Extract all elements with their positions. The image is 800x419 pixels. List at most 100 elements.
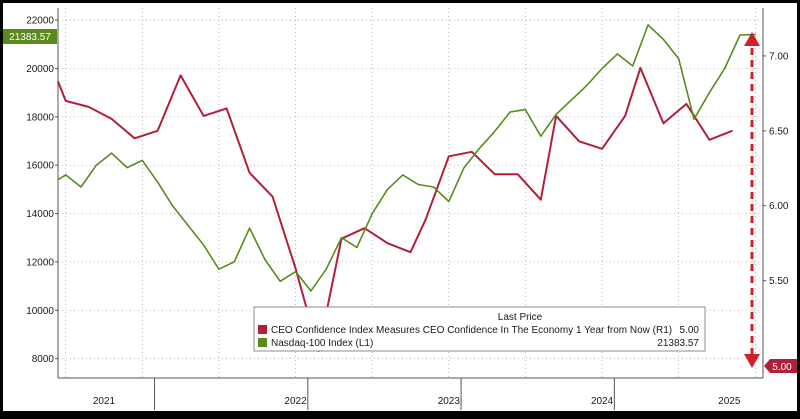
- data-point-ceo: [203, 115, 205, 117]
- data-point-nasdaq: [264, 258, 266, 261]
- legend-label-nasdaq: Nasdaq-100 Index (L1): [271, 338, 373, 349]
- data-point-ceo: [65, 100, 67, 102]
- data-point-nasdaq: [540, 135, 542, 137]
- data-point-nasdaq: [555, 113, 557, 115]
- data-point-ceo: [448, 155, 450, 157]
- legend-value-ceo: 5.00: [680, 325, 700, 336]
- data-point-nasdaq: [80, 186, 82, 188]
- left-tick-label: 22000: [26, 16, 54, 27]
- data-point-ceo: [88, 106, 90, 108]
- data-point-nasdaq: [279, 280, 281, 282]
- series-line-ceo: [57, 66, 733, 352]
- data-point-nasdaq: [524, 109, 527, 111]
- data-point-nasdaq: [693, 118, 695, 120]
- right-axis-ticks: 7.00 6.50 6.00 5.50: [763, 51, 789, 287]
- data-point-nasdaq: [432, 186, 435, 188]
- data-point-ceo: [517, 173, 519, 175]
- data-point-nasdaq: [356, 246, 358, 248]
- data-point-ceo: [731, 130, 733, 132]
- left-tick-label: 12000: [26, 257, 54, 268]
- drop-arrow-annotation: [744, 32, 760, 368]
- data-point-nasdaq: [402, 174, 404, 176]
- data-point-ceo: [708, 139, 711, 141]
- data-point-nasdaq: [647, 24, 649, 26]
- x-tick-label: 2025: [718, 396, 741, 407]
- left-tick-label: 10000: [26, 306, 54, 317]
- data-point-ceo: [180, 74, 182, 76]
- legend-swatch-ceo: [258, 325, 267, 334]
- data-point-ceo: [386, 242, 389, 244]
- right-tick-label: 6.50: [769, 126, 789, 137]
- data-point-nasdaq: [478, 147, 481, 149]
- drop-arrow-head-up: [744, 32, 760, 46]
- x-tick-label: 2023: [438, 396, 461, 407]
- data-point-nasdaq: [310, 290, 312, 292]
- data-point-nasdaq: [111, 152, 113, 154]
- left-tick-label: 20000: [26, 64, 54, 75]
- data-point-nasdaq: [95, 164, 97, 166]
- left-axis-ticks: 22000 20000 18000 16000 14000 12000 10000 8000: [26, 16, 58, 365]
- series-layer: [57, 24, 756, 352]
- data-point-nasdaq: [708, 92, 711, 94]
- legend-box: [253, 306, 706, 352]
- data-point-nasdaq: [172, 205, 174, 207]
- data-point-nasdaq: [632, 65, 634, 67]
- nasdaq-current-marker: 21383.57: [3, 29, 57, 44]
- data-point-nasdaq: [218, 268, 220, 270]
- data-point-ceo: [409, 251, 412, 253]
- legend-value-nasdaq: 21383.57: [657, 338, 699, 349]
- data-point-nasdaq: [586, 84, 588, 86]
- ceo-current-marker: 5.00: [764, 359, 797, 373]
- data-point-ceo: [157, 130, 159, 132]
- x-axis: 2021 2022 2023 2024 2025: [93, 378, 741, 410]
- legend: Last Price CEO Confidence Index Measures…: [253, 306, 706, 352]
- left-tick-label: 18000: [26, 112, 54, 123]
- data-point-nasdaq: [616, 53, 619, 55]
- data-point-nasdaq: [724, 67, 726, 70]
- data-point-nasdaq: [601, 67, 603, 70]
- data-point-ceo: [295, 268, 297, 270]
- data-point-ceo: [249, 172, 251, 174]
- data-point-nasdaq: [371, 213, 373, 215]
- data-point-ceo: [425, 218, 427, 220]
- data-point-ceo: [134, 137, 136, 139]
- legend-header: Last Price: [498, 312, 543, 323]
- x-tick-label: 2021: [93, 396, 116, 407]
- legend-swatch-nasdaq: [258, 338, 267, 347]
- data-point-ceo: [578, 140, 580, 142]
- data-point-nasdaq: [494, 130, 496, 132]
- data-point-nasdaq: [662, 38, 665, 41]
- data-point-nasdaq: [754, 34, 756, 36]
- data-point-nasdaq: [678, 58, 680, 60]
- data-point-ceo: [540, 199, 542, 201]
- x-tick-label: 2022: [284, 396, 307, 407]
- ceo-current-label: 5.00: [772, 362, 792, 373]
- data-point-ceo: [57, 80, 59, 82]
- data-point-ceo: [471, 151, 473, 153]
- data-point-ceo: [494, 173, 496, 175]
- data-point-nasdaq: [739, 34, 741, 36]
- data-point-nasdaq: [249, 227, 251, 229]
- data-point-nasdaq: [141, 159, 143, 161]
- data-point-nasdaq: [340, 237, 343, 239]
- data-point-nasdaq: [57, 179, 59, 181]
- data-point-nasdaq: [233, 261, 235, 263]
- data-point-ceo: [111, 118, 113, 120]
- data-point-ceo: [601, 148, 603, 150]
- nasdaq-current-tag: [3, 29, 57, 44]
- data-point-nasdaq: [325, 268, 327, 270]
- left-tick-label: 16000: [26, 161, 54, 172]
- right-tick-label: 7.00: [769, 51, 789, 62]
- left-tick-label: 14000: [26, 209, 54, 220]
- legend-label-ceo: CEO Confidence Index Measures CEO Confid…: [271, 325, 672, 336]
- data-point-ceo: [685, 103, 688, 105]
- data-point-nasdaq: [187, 225, 189, 227]
- data-point-nasdaq: [417, 183, 419, 186]
- left-tick-label: 8000: [32, 354, 55, 365]
- data-point-ceo: [226, 107, 228, 109]
- data-point-nasdaq: [157, 181, 159, 183]
- data-point-nasdaq: [463, 167, 465, 169]
- nasdaq-current-label: 21383.57: [9, 32, 51, 43]
